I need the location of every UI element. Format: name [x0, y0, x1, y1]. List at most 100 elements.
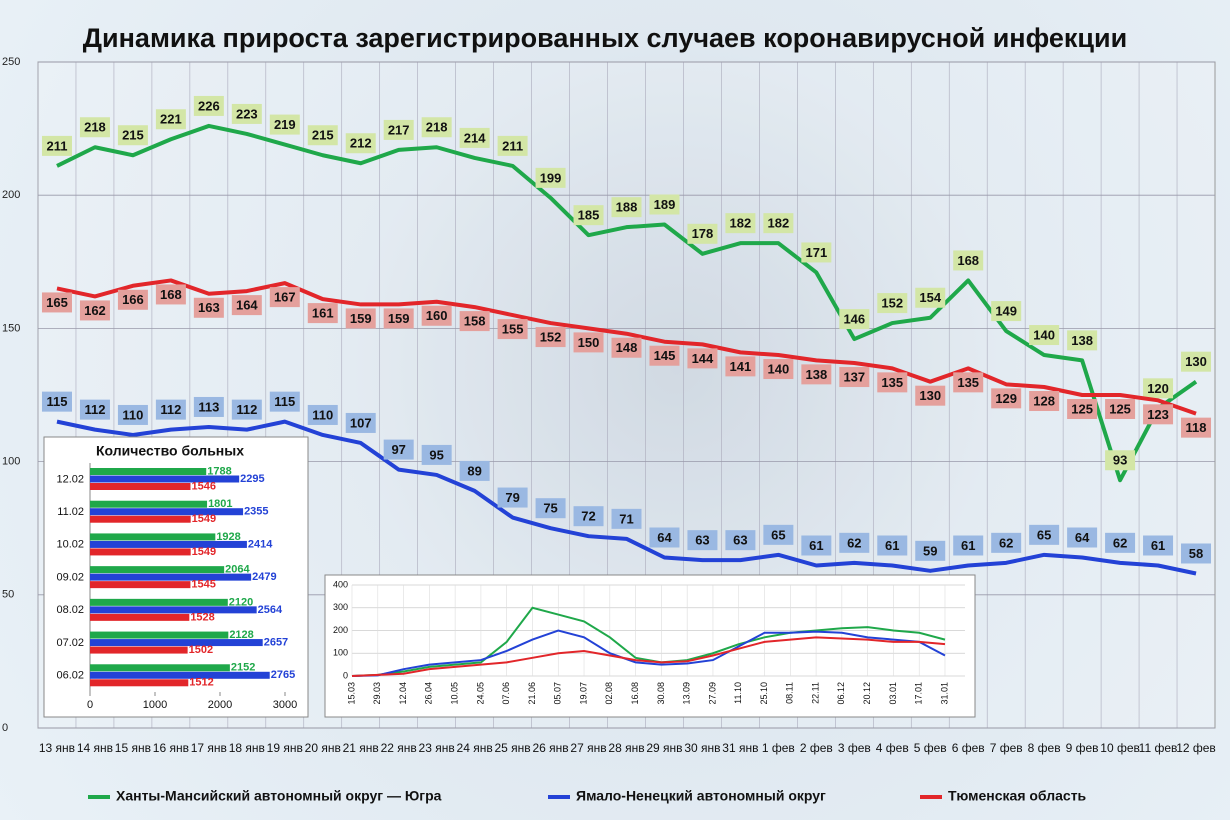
data-label: 93 [1113, 453, 1127, 468]
label-box [231, 295, 262, 316]
data-label: 1549 [192, 546, 216, 558]
data-label: 2295 [240, 473, 264, 485]
data-label: 221 [160, 112, 182, 127]
data-label: 140 [768, 361, 790, 376]
bar [90, 475, 240, 483]
x-tick-label: 23 янв [418, 741, 455, 755]
data-label: 226 [198, 98, 220, 113]
label-box [725, 530, 756, 551]
x-tick-label: 3000 [273, 699, 297, 711]
bar [90, 508, 244, 516]
data-label: 97 [391, 442, 405, 457]
data-label: 189 [654, 197, 676, 212]
label-box [79, 399, 110, 420]
data-label: 62 [1113, 535, 1127, 550]
label-box [155, 109, 186, 130]
label-box [1067, 330, 1098, 351]
x-tick-label: 03.01 [888, 682, 898, 705]
bar [90, 671, 270, 679]
data-label: 159 [350, 311, 372, 326]
x-tick-label: 25.10 [759, 682, 769, 705]
y-tick-label: 0 [2, 722, 8, 734]
data-label: 155 [502, 322, 524, 337]
x-tick-label: 1000 [143, 699, 167, 711]
label-box [421, 117, 452, 138]
label-box [953, 250, 984, 271]
bar [90, 573, 252, 581]
data-label: 161 [312, 306, 334, 321]
x-tick-label: 08.11 [785, 682, 795, 704]
x-tick-label: 4 фев [875, 741, 909, 755]
x-tick-label: 22 янв [380, 741, 417, 755]
x-tick-label: 19 янв [266, 741, 303, 755]
label-box [953, 372, 984, 393]
series-line [351, 636, 946, 677]
data-label: 2355 [244, 506, 268, 518]
data-label: 159 [388, 311, 410, 326]
label-box [877, 293, 908, 314]
data-label: 130 [919, 388, 941, 403]
data-label: 63 [733, 533, 747, 548]
bar [90, 548, 191, 556]
x-tick-label: 27 янв [570, 741, 607, 755]
data-label: 149 [995, 304, 1017, 319]
label-box [763, 524, 794, 545]
data-label: 135 [957, 375, 979, 390]
label-box [877, 535, 908, 556]
bar [90, 598, 228, 606]
label-box [1105, 450, 1136, 471]
data-label: 129 [995, 391, 1017, 406]
data-label: 2152 [231, 662, 255, 674]
label-box [535, 167, 566, 188]
x-tick-label: 11 фев [1138, 741, 1178, 755]
bar [90, 606, 257, 614]
x-tick-label: 10.05 [450, 682, 460, 705]
x-tick-label: 0 [87, 699, 93, 711]
label-box [573, 506, 604, 527]
label-box [1181, 351, 1212, 372]
data-label: 110 [312, 407, 333, 422]
data-label: 89 [467, 463, 481, 478]
data-label: 137 [843, 369, 865, 384]
x-tick-label: 12.04 [398, 682, 408, 705]
label-box [41, 391, 72, 412]
data-label: 62 [999, 535, 1013, 550]
data-label: 128 [1033, 393, 1055, 408]
x-tick-label: 07.06 [501, 682, 511, 705]
x-tick-label: 8 фев [1027, 741, 1061, 755]
bar [90, 613, 190, 621]
label-box [687, 530, 718, 551]
chart-title: Динамика прироста зарегистрированных слу… [83, 23, 1127, 53]
data-label: 64 [1075, 530, 1090, 545]
x-tick-label: 28 янв [608, 741, 645, 755]
x-tick-label: 06.12 [836, 682, 846, 705]
data-label: 218 [84, 120, 106, 135]
label-box [307, 125, 338, 146]
label-box [1143, 404, 1174, 425]
label-box [1181, 543, 1212, 564]
label-box [193, 396, 224, 417]
data-label: 215 [312, 128, 334, 143]
data-label: 63 [695, 533, 709, 548]
x-tick-label: 29.03 [372, 682, 382, 705]
series-line [56, 278, 1197, 416]
data-label: 130 [1185, 354, 1207, 369]
y-tick-label: 300 [333, 602, 348, 612]
label-box [801, 242, 832, 263]
data-label: 112 [160, 402, 181, 417]
data-label: 71 [619, 511, 633, 526]
data-label: 135 [881, 375, 903, 390]
label-box [687, 348, 718, 369]
data-label: 141 [730, 359, 752, 374]
label-box [117, 125, 148, 146]
data-label: 115 [46, 394, 67, 409]
x-tick-label: 02.08 [604, 682, 614, 705]
data-label: 61 [1151, 538, 1165, 553]
label-box [269, 391, 300, 412]
data-label: 1549 [192, 513, 216, 525]
data-label: 166 [122, 292, 144, 307]
x-tick-label: 26 янв [532, 741, 569, 755]
label-box [573, 205, 604, 226]
data-label: 158 [464, 314, 486, 329]
